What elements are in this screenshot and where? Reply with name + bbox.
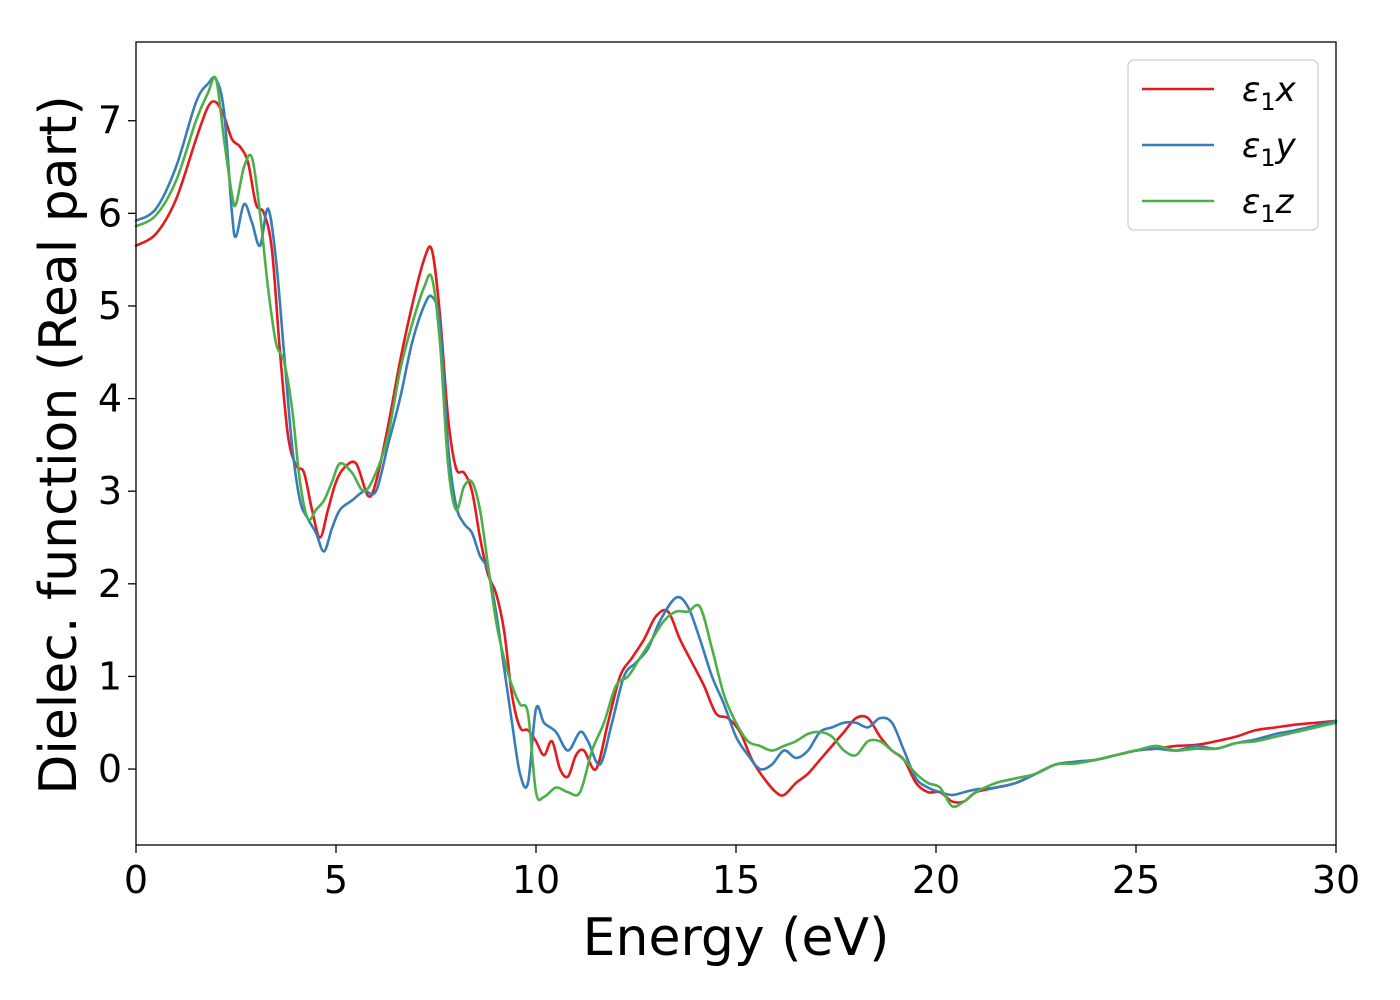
legend-label-y: ε1y [1242,126,1297,172]
y-axis: 0 1 2 3 4 5 6 7 [98,99,136,791]
y-tick-label: 0 [98,747,122,791]
legend-epsilon: ε [1242,126,1260,166]
y-tick-label: 2 [98,562,122,606]
legend-component: y [1275,126,1297,166]
x-tick-label: 15 [712,858,760,902]
y-tick-label: 7 [98,99,122,143]
y-tick-label: 4 [98,377,122,421]
x-tick-label: 25 [1112,858,1160,902]
legend-label-x: ε1x [1242,70,1297,116]
series-layer [134,75,1338,808]
legend-box [1127,59,1319,231]
legend-component: z [1275,182,1295,222]
legend-label-z: ε1z [1242,182,1295,228]
x-tick-label: 30 [1312,858,1360,902]
y-tick-label: 5 [98,284,122,328]
x-tick-label: 5 [324,858,348,902]
y-tick-label: 3 [98,469,122,513]
legend-epsilon: ε [1242,182,1260,222]
y-tick-label: 6 [98,191,122,235]
legend-component: x [1275,70,1297,110]
x-tick-label: 0 [124,858,148,902]
y-axis-label: Dielec. function (Real part) [29,95,89,794]
series-line-z [134,75,1338,808]
legend-subscript: 1 [1260,200,1275,228]
y-tick-label: 1 [98,654,122,698]
legend-subscript: 1 [1260,144,1275,172]
legend-epsilon: ε [1242,70,1260,110]
x-tick-label: 20 [912,858,960,902]
x-tick-label: 10 [512,858,560,902]
legend-subscript: 1 [1260,88,1275,116]
x-axis-label: Energy (eV) [583,908,890,968]
series-line-y [134,75,1338,797]
x-axis: 0 5 10 15 20 25 30 [124,845,1360,902]
